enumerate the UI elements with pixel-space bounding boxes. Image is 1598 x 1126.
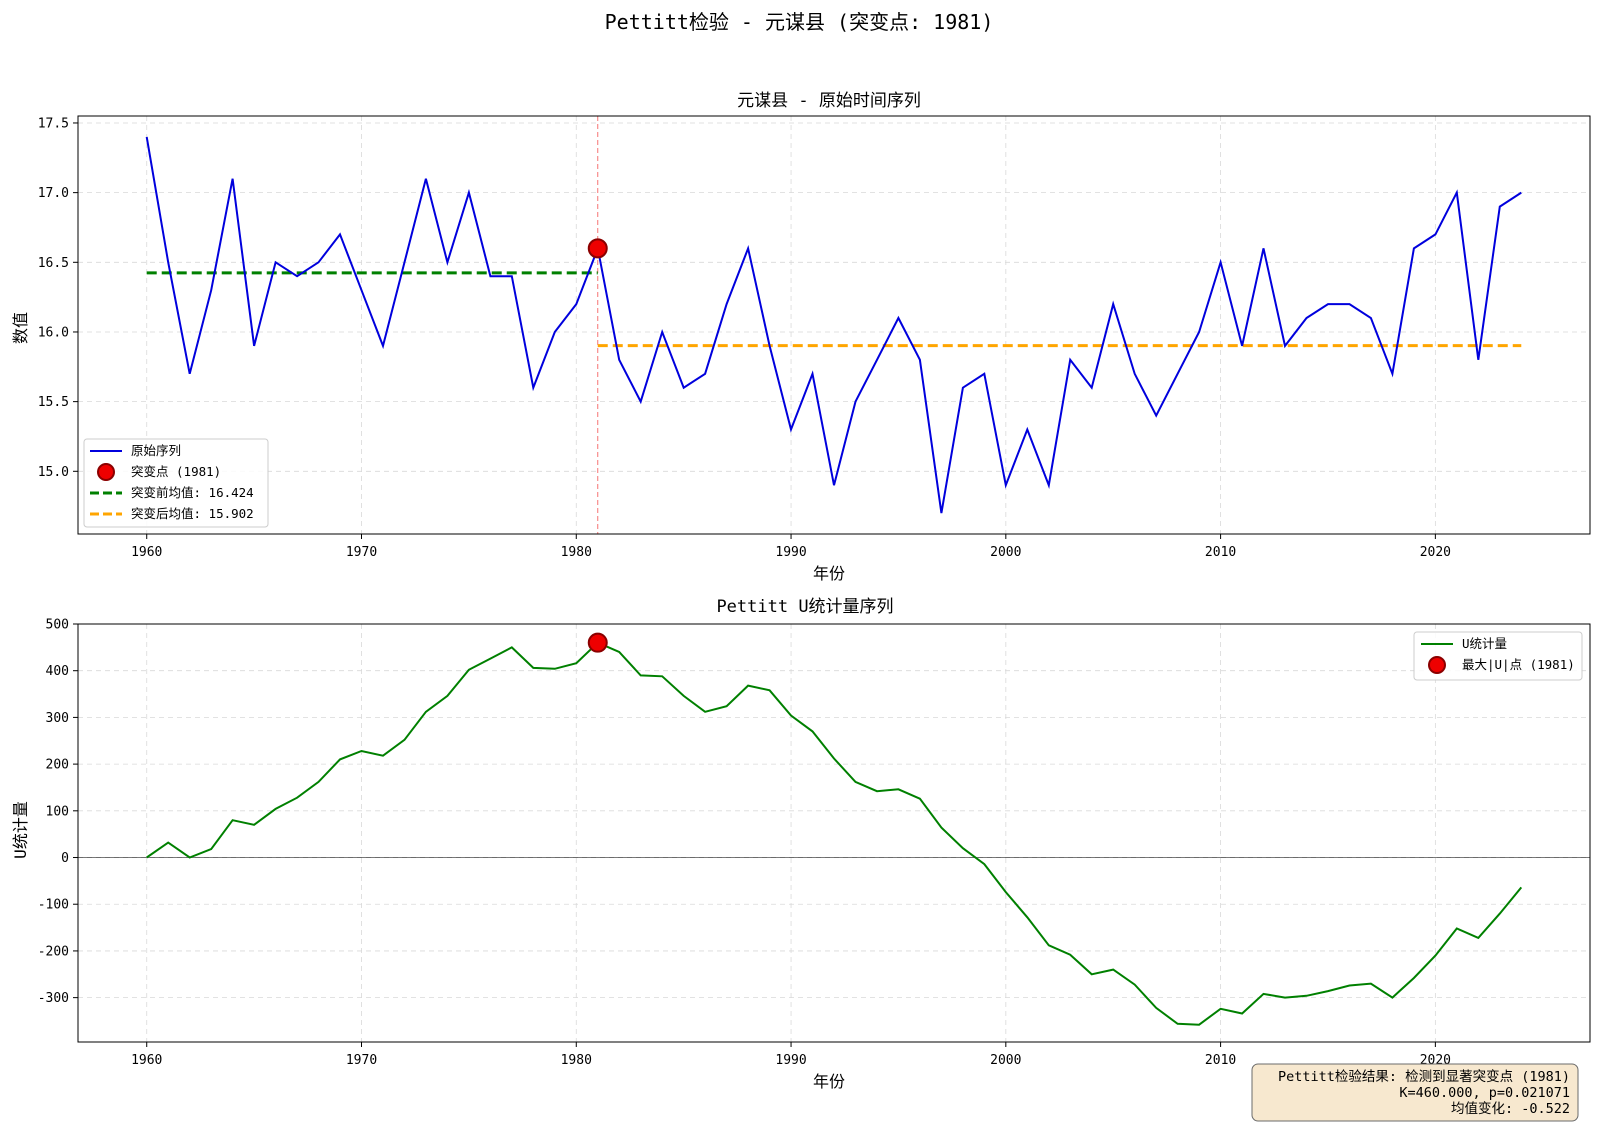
tick-label-y-200: 200 bbox=[46, 758, 69, 773]
tick-label-x-1970: 1970 bbox=[346, 1053, 377, 1068]
tick-label-y-400: 400 bbox=[46, 664, 69, 679]
tick-label-y-0: 0 bbox=[61, 851, 69, 866]
tick-label-x-2010: 2010 bbox=[1205, 1053, 1236, 1068]
tick-label-x-2000: 2000 bbox=[990, 1053, 1021, 1068]
tick-label-y-17: 17.0 bbox=[38, 186, 69, 201]
tick-label-x-1960: 1960 bbox=[131, 1053, 162, 1068]
tick-label-y--100: -100 bbox=[38, 898, 69, 913]
legend-label-post-mean: 突变后均值: 15.902 bbox=[131, 506, 254, 521]
figure-title: Pettitt检验 - 元谋县 (突变点: 1981) bbox=[605, 10, 994, 34]
tick-label-y-15: 15.0 bbox=[38, 465, 69, 480]
panel1-marks bbox=[145, 116, 1522, 534]
result-line-1: Pettitt检验结果: 检测到显著突变点 (1981) bbox=[1278, 1069, 1570, 1085]
tick-label-x-1980: 1980 bbox=[561, 545, 592, 560]
panel-u-statistic: Pettitt U统计量序列 年份 U统计量 1960 1970 1980 1990 2… bbox=[11, 597, 1591, 1091]
legend-label-change-point: 突变点 (1981) bbox=[131, 464, 221, 479]
tick-label-y-15.5: 15.5 bbox=[38, 395, 69, 410]
panel2-frame bbox=[77, 623, 1591, 1043]
tick-label-y-100: 100 bbox=[46, 804, 69, 819]
tick-label-y-17.5: 17.5 bbox=[38, 116, 69, 131]
panel1-title: 元谋县 - 原始时间序列 bbox=[737, 91, 921, 111]
tick-label-y-16: 16.0 bbox=[38, 325, 69, 340]
tick-label-y-16.5: 16.5 bbox=[38, 256, 69, 271]
panel1-ylabel: 数值 bbox=[11, 312, 30, 344]
tick-label-y-500: 500 bbox=[46, 618, 69, 633]
legend-marker-change-point bbox=[97, 463, 115, 481]
panel2-marks bbox=[78, 632, 1590, 1026]
panel-original-series: 元谋县 - 原始时间序列 年份 数值 1960 1970 1980 1990 2000 2… bbox=[11, 91, 1591, 583]
legend-label-max-u: 最大|U|点 (1981) bbox=[1462, 657, 1575, 672]
result-line-3: 均值变化: -0.522 bbox=[1451, 1101, 1570, 1117]
tick-label-x-1990: 1990 bbox=[775, 545, 806, 560]
legend-label-pre-mean: 突变前均值: 16.424 bbox=[131, 485, 254, 500]
tick-label-x-2010: 2010 bbox=[1205, 545, 1236, 560]
panel2-legend-box bbox=[1413, 631, 1583, 681]
tick-label-x-1970: 1970 bbox=[346, 545, 377, 560]
tick-label-x-2000: 2000 bbox=[990, 545, 1021, 560]
tick-label-x-2020: 2020 bbox=[1420, 545, 1451, 560]
tick-label-x-1960: 1960 bbox=[131, 545, 162, 560]
panel2-xlabel: 年份 bbox=[813, 1072, 845, 1091]
change-point-marker bbox=[587, 238, 608, 259]
result-box-frame bbox=[1251, 1063, 1579, 1122]
panel2-grid bbox=[78, 623, 1590, 1042]
tick-label-x-1980: 1980 bbox=[561, 1053, 592, 1068]
series-line-original bbox=[145, 136, 1522, 514]
tick-label-y-300: 300 bbox=[46, 711, 69, 726]
result-box: Pettitt检验结果: 检测到显著突变点 (1981) K=460.000, … bbox=[1251, 1063, 1579, 1122]
legend-label-u: U统计量 bbox=[1462, 636, 1507, 651]
panel1-xlabel: 年份 bbox=[813, 564, 845, 583]
panel2-ticks: 1960 1970 1980 1990 2000 2010 2020-300-200-100… bbox=[38, 618, 1451, 1069]
legend-label-original: 原始序列 bbox=[131, 443, 181, 458]
series-line-u bbox=[146, 641, 1523, 1026]
tick-label-x-1990: 1990 bbox=[775, 1053, 806, 1068]
panel1-frame bbox=[77, 115, 1591, 535]
tick-label-y--300: -300 bbox=[38, 991, 69, 1006]
max-u-marker bbox=[587, 632, 608, 653]
legend-marker-max-u bbox=[1428, 656, 1446, 674]
panel1-ticks: 1960 1970 1980 1990 2000 2010 2020 15.0 15.5 16.0… bbox=[38, 116, 1451, 560]
panel2-title: Pettitt U统计量序列 bbox=[716, 597, 893, 617]
panel2-legend: U统计量 最大|U|点 (1981) bbox=[1413, 631, 1583, 681]
panel1-legend: 原始序列 突变点 (1981) 突变前均值: 16.424 突变后均值: 15.… bbox=[83, 438, 269, 528]
panel2-ylabel: U统计量 bbox=[11, 801, 30, 859]
panel1-legend-box bbox=[83, 438, 269, 528]
panel1-grid bbox=[78, 116, 1590, 534]
result-line-2: K=460.000, p=0.021071 bbox=[1399, 1085, 1570, 1101]
tick-label-y--200: -200 bbox=[38, 944, 69, 959]
